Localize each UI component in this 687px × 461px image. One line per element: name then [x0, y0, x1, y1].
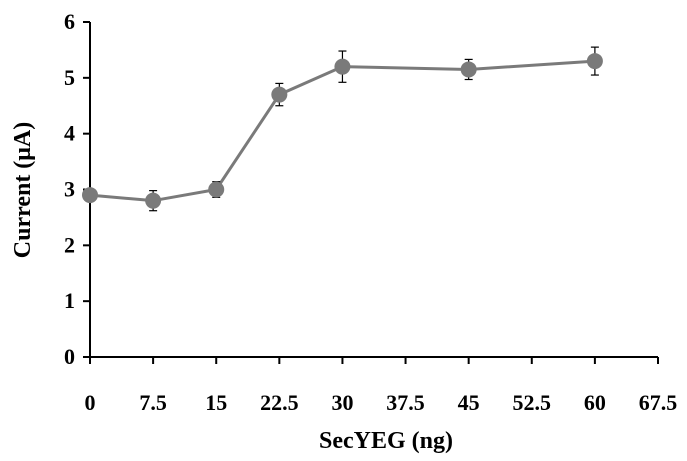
- y-axis-title: Current (μA): [10, 122, 36, 258]
- x-tick-label: 0: [85, 390, 96, 415]
- y-tick-label: 2: [64, 232, 75, 257]
- y-tick-label: 1: [64, 288, 75, 313]
- data-point: [586, 53, 603, 70]
- plot-series: [82, 46, 603, 212]
- x-tick-label: 7.5: [139, 390, 167, 415]
- x-tick-label: 30: [331, 390, 353, 415]
- data-point: [145, 192, 162, 209]
- y-tick-label: 4: [64, 121, 75, 146]
- x-tick-label: 37.5: [386, 390, 425, 415]
- data-point: [208, 181, 225, 198]
- x-tick-label: 52.5: [513, 390, 552, 415]
- x-ticks: 0 7.5 15 22.5 30 37.5 45 52.5 60 67.5: [85, 357, 678, 415]
- x-tick-label: 67.5: [639, 390, 678, 415]
- x-axis-title: SecYEG (ng): [319, 428, 453, 454]
- x-tick-label: 22.5: [260, 390, 299, 415]
- y-tick-label: 3: [64, 177, 75, 202]
- x-tick-label: 15: [205, 390, 227, 415]
- x-tick-label: 60: [584, 390, 606, 415]
- data-point: [82, 187, 98, 204]
- y-tick-label: 6: [64, 9, 75, 34]
- y-tick-label: 0: [64, 344, 75, 369]
- data-point: [460, 61, 477, 78]
- axes: [89, 22, 658, 358]
- data-point: [334, 58, 351, 75]
- y-tick-label: 5: [64, 65, 75, 90]
- data-point: [271, 86, 288, 103]
- x-tick-label: 45: [458, 390, 480, 415]
- y-ticks: 0 1 2 3 4 5 6: [64, 9, 90, 369]
